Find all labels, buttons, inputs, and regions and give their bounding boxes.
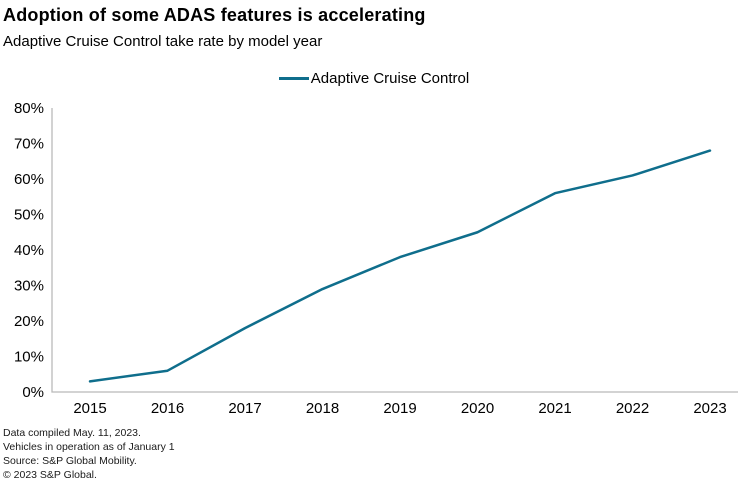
footnote-copyright: © 2023 S&P Global. [3, 469, 97, 481]
y-tick-label: 40% [14, 242, 44, 259]
y-tick-label: 80% [14, 100, 44, 117]
chart-title: Adoption of some ADAS features is accele… [3, 5, 426, 25]
y-tick-label: 30% [14, 278, 44, 295]
x-tick-label: 2018 [306, 400, 339, 417]
legend: Adaptive Cruise Control [0, 70, 748, 87]
x-tick-label: 2015 [73, 400, 106, 417]
y-tick-label: 0% [22, 384, 44, 401]
x-tick-label: 2020 [461, 400, 494, 417]
x-tick-label: 2019 [383, 400, 416, 417]
y-tick-label: 50% [14, 207, 44, 224]
axis-lines [51, 108, 738, 393]
acc-data-line [88, 149, 712, 383]
footnote-compiled: Data compiled May. 11, 2023. [3, 427, 141, 439]
legend-label: Adaptive Cruise Control [310, 70, 470, 87]
legend-line-swatch [278, 77, 309, 80]
x-tick-label: 2023 [693, 400, 726, 417]
x-tick-label: 2017 [228, 400, 261, 417]
footnote-source: Source: S&P Global Mobility. [3, 455, 137, 467]
footnote-operation: Vehicles in operation as of January 1 [3, 441, 175, 453]
y-tick-label: 20% [14, 313, 44, 330]
chart-subtitle: Adaptive Cruise Control take rate by mod… [3, 33, 323, 50]
x-tick-label: 2022 [616, 400, 649, 417]
x-tick-label: 2016 [151, 400, 184, 417]
x-tick-label: 2021 [538, 400, 571, 417]
footnotes: Data compiled May. 11, 2023. Vehicles in… [3, 426, 175, 482]
y-tick-label: 60% [14, 171, 44, 188]
y-tick-label: 10% [14, 349, 44, 366]
y-tick-label: 70% [14, 136, 44, 153]
